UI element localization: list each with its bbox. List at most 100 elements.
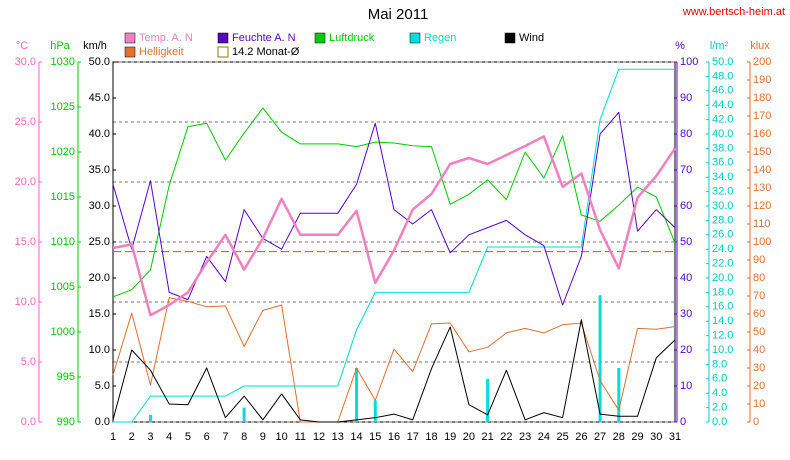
rain-bar: [148, 414, 152, 422]
x-tick-label: 30: [650, 431, 662, 443]
x-tick-label: 25: [556, 431, 568, 443]
y-tick-label: 1020: [51, 146, 75, 158]
rain-bar: [486, 378, 490, 422]
y-tick-label: 0: [753, 416, 759, 428]
y-tick-label: 990: [57, 416, 75, 428]
y-tick-label: 1030: [51, 56, 75, 68]
y-tick-label: 8.0: [712, 358, 727, 370]
y-tick-label: 50: [680, 236, 692, 248]
rain-bar: [355, 368, 359, 422]
legend-swatch: [409, 32, 421, 44]
y-tick-label: 50.0: [712, 56, 733, 68]
y-tick-label: 60: [680, 200, 692, 212]
x-tick-label: 2: [129, 431, 135, 443]
y-tick-label: 32.0: [712, 186, 733, 198]
y-tick-label: 120: [753, 200, 771, 212]
y-tick-label: 1015: [51, 191, 75, 203]
x-tick-label: 1: [110, 431, 116, 443]
y-tick-label: 42.0: [712, 114, 733, 126]
legend-label: Temp. A. N: [139, 32, 193, 44]
y-tick-label: 1000: [51, 326, 75, 338]
y-tick-label: 30: [753, 362, 765, 374]
y-tick-label: 6.0: [712, 373, 727, 385]
rain-bar: [617, 368, 621, 422]
y-tick-label: 30.0: [712, 200, 733, 212]
rain-bar: [598, 295, 602, 422]
y-tick-label: 90: [680, 92, 692, 104]
axis-unit: klux: [750, 40, 770, 52]
y-tick-label: 100: [680, 56, 698, 68]
y-tick-label: 70: [680, 164, 692, 176]
y-tick-label: 110: [753, 218, 771, 230]
y-tick-label: 18.0: [712, 286, 733, 298]
axis-unit: hPa: [50, 40, 70, 52]
legend-swatch: [124, 46, 136, 58]
y-tick-label: 28.0: [712, 214, 733, 226]
y-tick-label: 60: [753, 308, 765, 320]
legend-label: Wind: [519, 32, 544, 44]
legend-swatch: [124, 32, 136, 44]
y-tick-label: 14.0: [712, 315, 733, 327]
y-tick-label: 20.0: [712, 272, 733, 284]
y-tick-label: 0.0: [95, 416, 110, 428]
axis-unit: °C: [16, 40, 28, 52]
y-tick-label: 40.0: [89, 128, 110, 140]
y-tick-label: 16.0: [712, 301, 733, 313]
rain-bar: [373, 400, 377, 422]
x-tick-label: 16: [388, 431, 400, 443]
y-tick-label: 22.0: [712, 258, 733, 270]
series-line: [112, 107, 676, 298]
y-tick-label: 24.0: [712, 243, 733, 255]
x-tick-label: 13: [332, 431, 344, 443]
y-tick-label: 2.0: [712, 402, 727, 414]
y-tick-label: 30: [680, 308, 692, 320]
y-tick-label: 46.0: [712, 85, 733, 97]
y-tick-label: 140: [753, 164, 771, 176]
x-tick-label: 11: [295, 431, 306, 443]
axis-unit: l/m²: [710, 40, 729, 52]
y-tick-label: 45.0: [89, 92, 110, 104]
series-line: [112, 111, 676, 306]
y-tick-label: 200: [753, 56, 771, 68]
y-tick-label: 26.0: [712, 229, 733, 241]
x-tick-label: 4: [166, 431, 172, 443]
legend-swatch: [217, 46, 229, 58]
x-tick-label: 10: [275, 431, 287, 443]
y-tick-label: 130: [753, 182, 771, 194]
x-tick-label: 23: [519, 431, 531, 443]
x-tick-label: 9: [260, 431, 266, 443]
legend-swatch: [504, 32, 516, 44]
y-tick-label: 20: [753, 380, 765, 392]
y-tick-label: 36.0: [712, 157, 733, 169]
x-tick-label: 6: [204, 431, 210, 443]
rain-bar: [242, 407, 246, 422]
series-line: [113, 68, 675, 423]
series-line: [112, 135, 677, 317]
y-tick-label: 80: [680, 128, 692, 140]
x-tick-label: 27: [594, 431, 606, 443]
y-tick-label: 150: [753, 146, 771, 158]
chart-title: Mai 2011: [368, 6, 429, 23]
series-line: [112, 319, 676, 423]
y-tick-label: 90: [753, 254, 765, 266]
y-tick-label: 35.0: [89, 164, 110, 176]
x-tick-label: 7: [222, 431, 228, 443]
y-tick-label: 48.0: [712, 70, 733, 82]
y-tick-label: 40: [753, 344, 765, 356]
y-tick-label: 0.0: [21, 416, 36, 428]
y-tick-label: 10.0: [89, 344, 110, 356]
x-tick-label: 22: [500, 431, 512, 443]
legend-label: Regen: [424, 32, 456, 44]
y-tick-label: 10: [680, 380, 692, 392]
y-tick-label: 180: [753, 92, 771, 104]
x-tick-label: 28: [613, 431, 625, 443]
axis-unit: %: [675, 40, 685, 52]
y-tick-label: 0: [680, 416, 686, 428]
axis-unit: km/h: [83, 40, 107, 52]
legend-swatch: [217, 32, 229, 44]
y-tick-label: 80: [753, 272, 765, 284]
y-tick-label: 995: [57, 371, 75, 383]
y-tick-label: 170: [753, 110, 771, 122]
x-tick-label: 3: [147, 431, 153, 443]
